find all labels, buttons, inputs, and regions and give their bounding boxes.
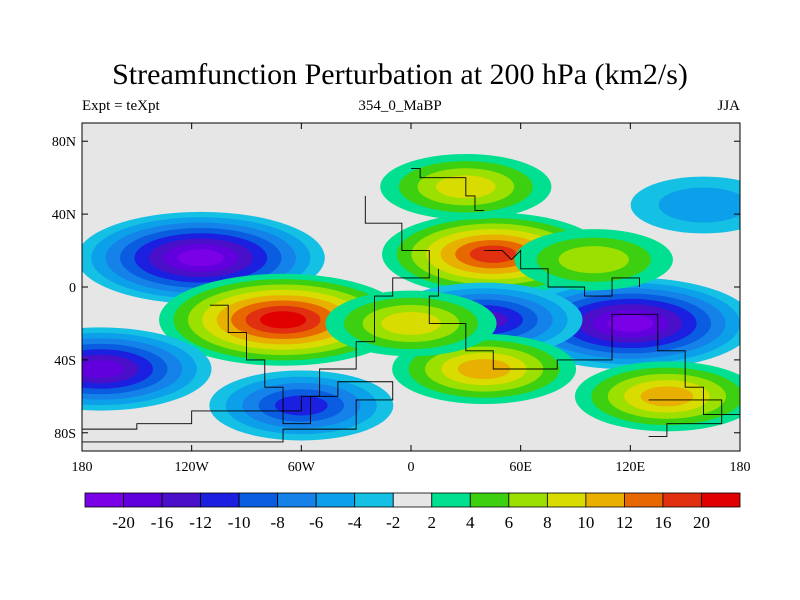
- season-label: JJA: [717, 98, 740, 114]
- colorbar-swatch: [546, 492, 587, 508]
- colorbar-label: 4: [466, 513, 475, 532]
- x-axis: 180 120W 60W 0 60E 120E 180: [72, 123, 751, 475]
- y-tick-label: 40S: [54, 354, 76, 369]
- chart-title: Streamfunction Perturbation at 200 hPa (…: [112, 58, 688, 91]
- field-anomaly: [392, 334, 577, 404]
- contour-band: [457, 359, 511, 379]
- x-tick-label: 60W: [288, 460, 316, 475]
- coastline: [411, 168, 485, 211]
- x-tick-label: 180: [730, 460, 751, 475]
- colorbar-swatch: [431, 492, 471, 508]
- colorbar-label: -2: [386, 513, 400, 532]
- y-tick-label: 80S: [54, 427, 76, 442]
- x-tick-label: 0: [408, 460, 415, 475]
- coastline: [648, 399, 723, 437]
- colorbar-label: -8: [271, 513, 285, 532]
- field-anomaly: [514, 229, 673, 291]
- experiment-label: Expt = teXpt: [82, 98, 160, 114]
- field-anomaly: [630, 176, 740, 234]
- coastline: [428, 268, 740, 416]
- run-id-label: 354_0_MaBP: [358, 98, 442, 114]
- contour-band: [469, 245, 517, 263]
- colorbar-swatch: [161, 492, 201, 508]
- contour-band: [658, 187, 740, 223]
- field-anomaly: [506, 277, 740, 370]
- colorbar-label: 12: [616, 513, 633, 532]
- colorbar-swatch: [624, 492, 664, 508]
- y-tick-label: 0: [69, 281, 76, 296]
- contour-band: [558, 246, 629, 274]
- colorbar-swatch: [277, 492, 317, 508]
- coastline: [82, 381, 394, 443]
- field-anomaly: [325, 290, 497, 357]
- colorbar-swatch: [508, 492, 548, 508]
- contour-band: [82, 360, 124, 378]
- colorbar-label: 6: [505, 513, 514, 532]
- colorbar-label: 16: [654, 513, 671, 532]
- colorbar-swatch: [469, 492, 510, 508]
- field-anomaly: [382, 212, 605, 296]
- colorbar-swatch: [84, 492, 124, 508]
- colorbar-swatch: [200, 492, 240, 508]
- contour-band: [640, 386, 694, 407]
- colorbar-swatch: [238, 492, 279, 508]
- x-tick-label: 60E: [509, 460, 532, 475]
- colorbar-label: 10: [577, 513, 594, 532]
- field-anomaly: [82, 327, 212, 411]
- colorbar-swatch: [354, 492, 394, 508]
- field-anomaly: [574, 361, 740, 432]
- contour-band: [177, 249, 224, 267]
- colorbar-label: 20: [693, 513, 710, 532]
- colorbar-label: -16: [151, 513, 174, 532]
- contour-band: [381, 312, 441, 335]
- colorbar-swatch: [701, 492, 741, 508]
- y-tick-label: 80N: [52, 135, 76, 150]
- y-axis: 80N 40N 0 40S 80S: [52, 135, 740, 442]
- colorbar-label: -10: [228, 513, 251, 532]
- colorbar: -20 -16 -12 -10 -8 -6 -4 -2 2 4 6 8 10 12 16 20: [84, 492, 741, 532]
- coastline: [484, 249, 640, 297]
- x-tick-label: 120E: [616, 460, 646, 475]
- colorbar-swatch: [662, 492, 702, 508]
- colorbar-label: -20: [112, 513, 135, 532]
- x-tick-label: 120W: [175, 460, 210, 475]
- coastline: [209, 195, 430, 425]
- streamfunction-field: [82, 123, 740, 451]
- colorbar-swatch: [392, 492, 433, 508]
- colorbar-label: -4: [348, 513, 363, 532]
- colorbar-label: -6: [309, 513, 323, 532]
- colorbar-label: 2: [428, 513, 437, 532]
- contour-band: [259, 311, 307, 329]
- x-tick-label: 180: [72, 460, 93, 475]
- colorbar-label: -12: [189, 513, 212, 532]
- colorbar-label: 8: [543, 513, 552, 532]
- colorbar-swatch: [123, 492, 163, 508]
- field-anomaly: [159, 273, 408, 366]
- colorbar-swatch: [585, 492, 625, 508]
- colorbar-swatch: [315, 492, 356, 508]
- contour-band: [607, 314, 654, 333]
- coastlines: [82, 168, 740, 443]
- y-tick-label: 40N: [52, 208, 76, 223]
